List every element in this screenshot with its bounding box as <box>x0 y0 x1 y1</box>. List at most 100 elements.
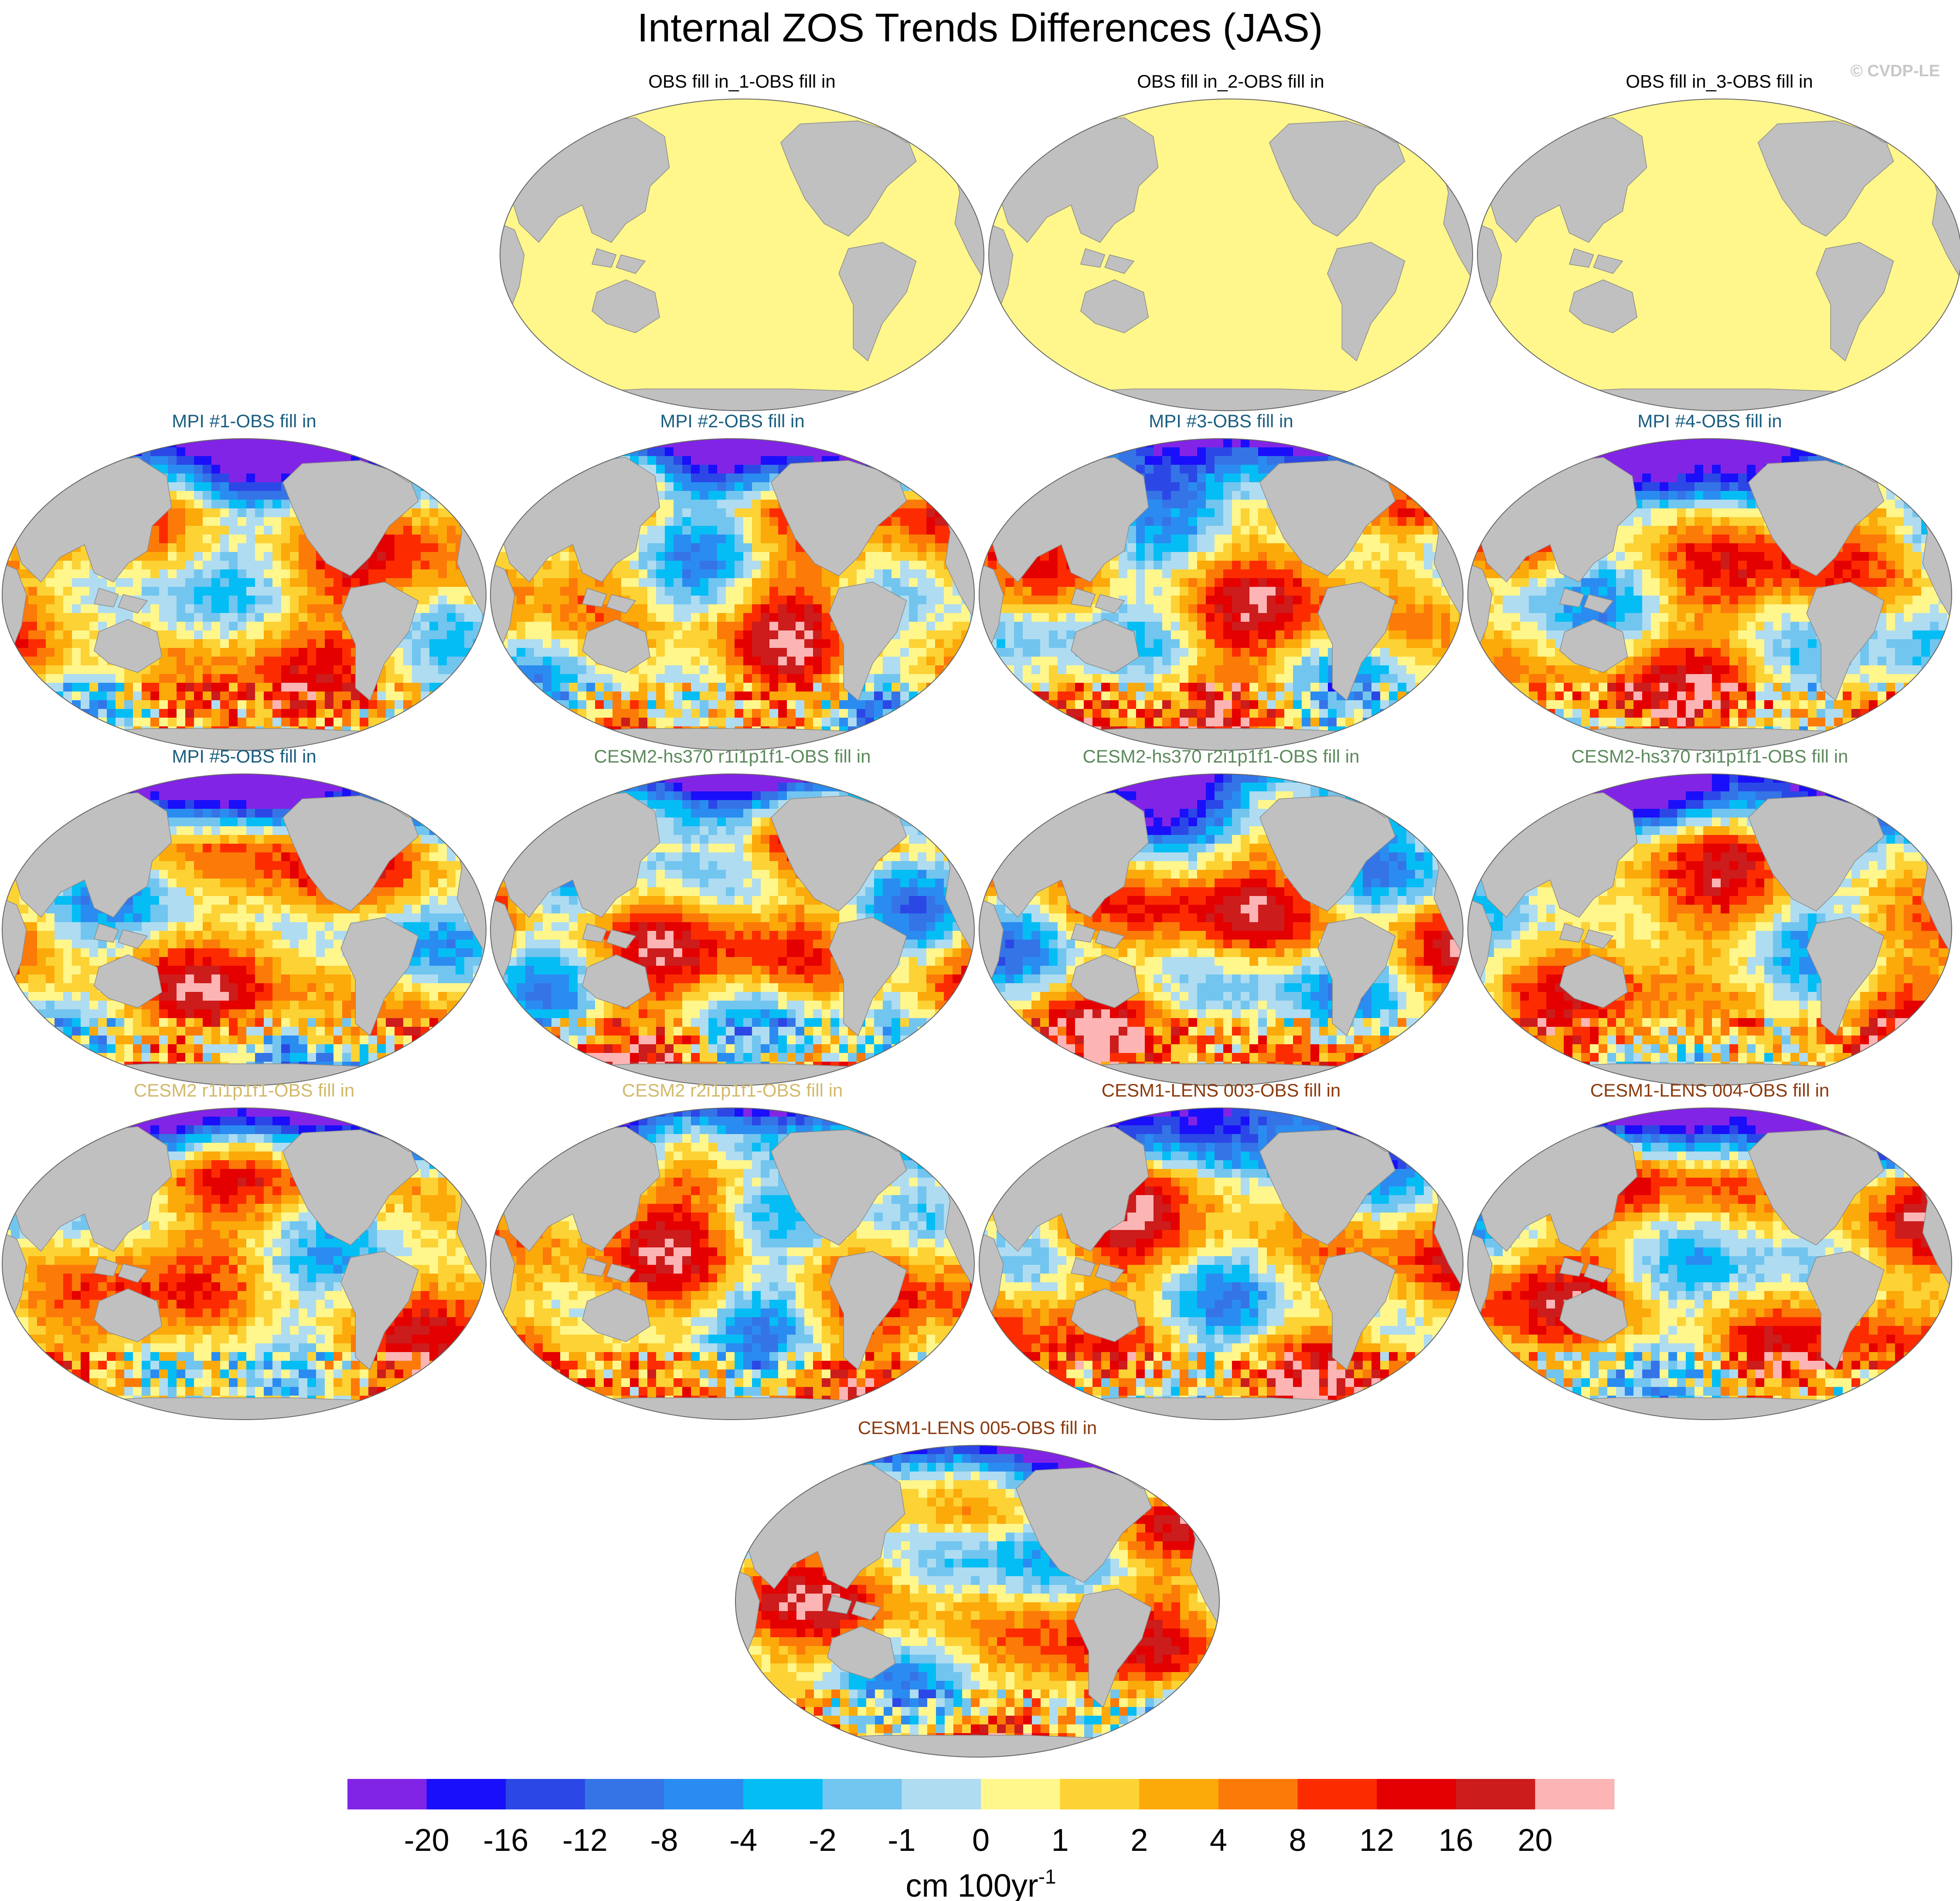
map-cell <box>569 735 578 744</box>
map-cell <box>281 613 290 622</box>
map-cell <box>997 491 1006 500</box>
map-cell <box>804 587 813 596</box>
map-cell <box>333 578 343 587</box>
map-cell <box>447 683 456 692</box>
map-cell <box>1154 569 1163 579</box>
map-cell <box>508 456 517 465</box>
map-cell <box>517 648 526 657</box>
map-cell <box>429 508 439 518</box>
map-cell <box>1398 500 1407 509</box>
map-cell <box>211 709 221 718</box>
map-cell <box>412 526 421 535</box>
map-cell <box>133 709 142 718</box>
map-cell <box>1406 482 1416 491</box>
map-cell <box>778 622 787 631</box>
map-cell <box>2 700 11 709</box>
map-cell <box>395 700 404 709</box>
map-cell <box>421 613 430 622</box>
map-cell <box>299 683 308 692</box>
map-cell <box>935 500 944 509</box>
map-cell <box>325 709 334 718</box>
map-cell <box>656 561 665 570</box>
map-cell <box>717 500 726 509</box>
map-cell <box>900 639 909 648</box>
map-cell <box>290 692 299 701</box>
map-cell <box>674 657 683 666</box>
map-cell <box>220 674 229 683</box>
map-cell <box>211 630 221 640</box>
map-cell <box>752 552 761 561</box>
map-cell <box>185 578 194 587</box>
map-cell <box>787 692 796 701</box>
map-cell <box>11 526 20 535</box>
map-cell <box>1005 491 1014 500</box>
map-cell <box>935 535 944 544</box>
map-cell <box>54 674 64 683</box>
map-cell <box>403 456 412 465</box>
map-cell <box>543 482 552 491</box>
map-cell <box>674 630 683 640</box>
map-cell <box>229 552 238 561</box>
map-cell <box>1188 456 1198 465</box>
map-cell <box>28 726 37 736</box>
map-cell <box>743 639 752 648</box>
map-cell <box>586 665 595 675</box>
map-cell <box>429 718 439 727</box>
map-cell <box>386 456 395 465</box>
map-cell <box>133 744 142 750</box>
map-cell <box>281 569 290 579</box>
map-cell <box>194 674 203 683</box>
map-cell <box>708 613 718 622</box>
map-cell <box>918 535 927 544</box>
map-cell <box>752 456 761 465</box>
map-cell <box>665 630 674 640</box>
map-cell <box>447 622 456 631</box>
map-cell <box>543 639 552 648</box>
map-cell <box>752 622 761 631</box>
map-cell <box>177 500 186 509</box>
map-cell <box>72 639 81 648</box>
map-cell <box>988 439 997 448</box>
map-cell <box>918 596 927 605</box>
map-cell <box>691 639 700 648</box>
map-cell <box>735 474 744 483</box>
map-cell <box>761 718 770 727</box>
map-cell <box>421 482 430 491</box>
map-cell <box>839 692 848 701</box>
map-cell <box>1232 465 1241 474</box>
map-cell <box>316 578 325 587</box>
map-cell <box>333 613 343 622</box>
map-cell <box>656 604 665 613</box>
map-cell <box>508 726 517 736</box>
map-cell <box>159 604 168 613</box>
map-cell <box>421 517 430 526</box>
map-cell <box>220 639 229 648</box>
map-cell <box>865 447 875 457</box>
map-cell <box>429 543 439 552</box>
map-cell <box>892 674 901 683</box>
map-cell <box>1424 517 1433 526</box>
map-cell <box>447 604 456 613</box>
map-cell <box>2 474 11 483</box>
map-cell <box>761 482 770 491</box>
map-cell <box>159 552 168 561</box>
map-cell <box>944 613 953 622</box>
map-cell <box>796 569 805 579</box>
map-cell <box>926 465 936 474</box>
map-cell <box>647 622 657 631</box>
map-cell <box>1215 543 1224 552</box>
map-cell <box>264 447 273 457</box>
map-cell <box>682 657 691 666</box>
map-cell <box>473 439 482 448</box>
map-cell <box>892 561 901 570</box>
map-cell <box>700 561 709 570</box>
map-cell <box>272 456 282 465</box>
map-cell <box>796 622 805 631</box>
map-cell <box>1162 456 1171 465</box>
map-cell <box>1241 535 1250 544</box>
map-cell <box>81 622 90 631</box>
map-cell <box>429 657 439 666</box>
map-cell <box>264 674 273 683</box>
map-cell <box>604 726 613 736</box>
map-cell <box>961 500 970 509</box>
